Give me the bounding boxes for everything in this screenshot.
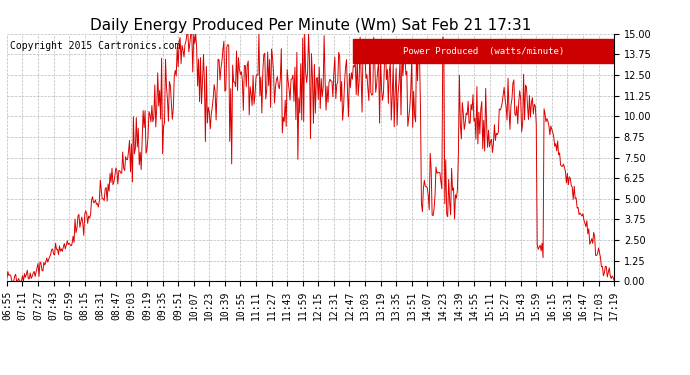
Title: Daily Energy Produced Per Minute (Wm) Sat Feb 21 17:31: Daily Energy Produced Per Minute (Wm) Sa… — [90, 18, 531, 33]
Text: Copyright 2015 Cartronics.com: Copyright 2015 Cartronics.com — [10, 41, 180, 51]
FancyBboxPatch shape — [353, 39, 614, 63]
Text: Power Produced  (watts/minute): Power Produced (watts/minute) — [403, 46, 564, 56]
